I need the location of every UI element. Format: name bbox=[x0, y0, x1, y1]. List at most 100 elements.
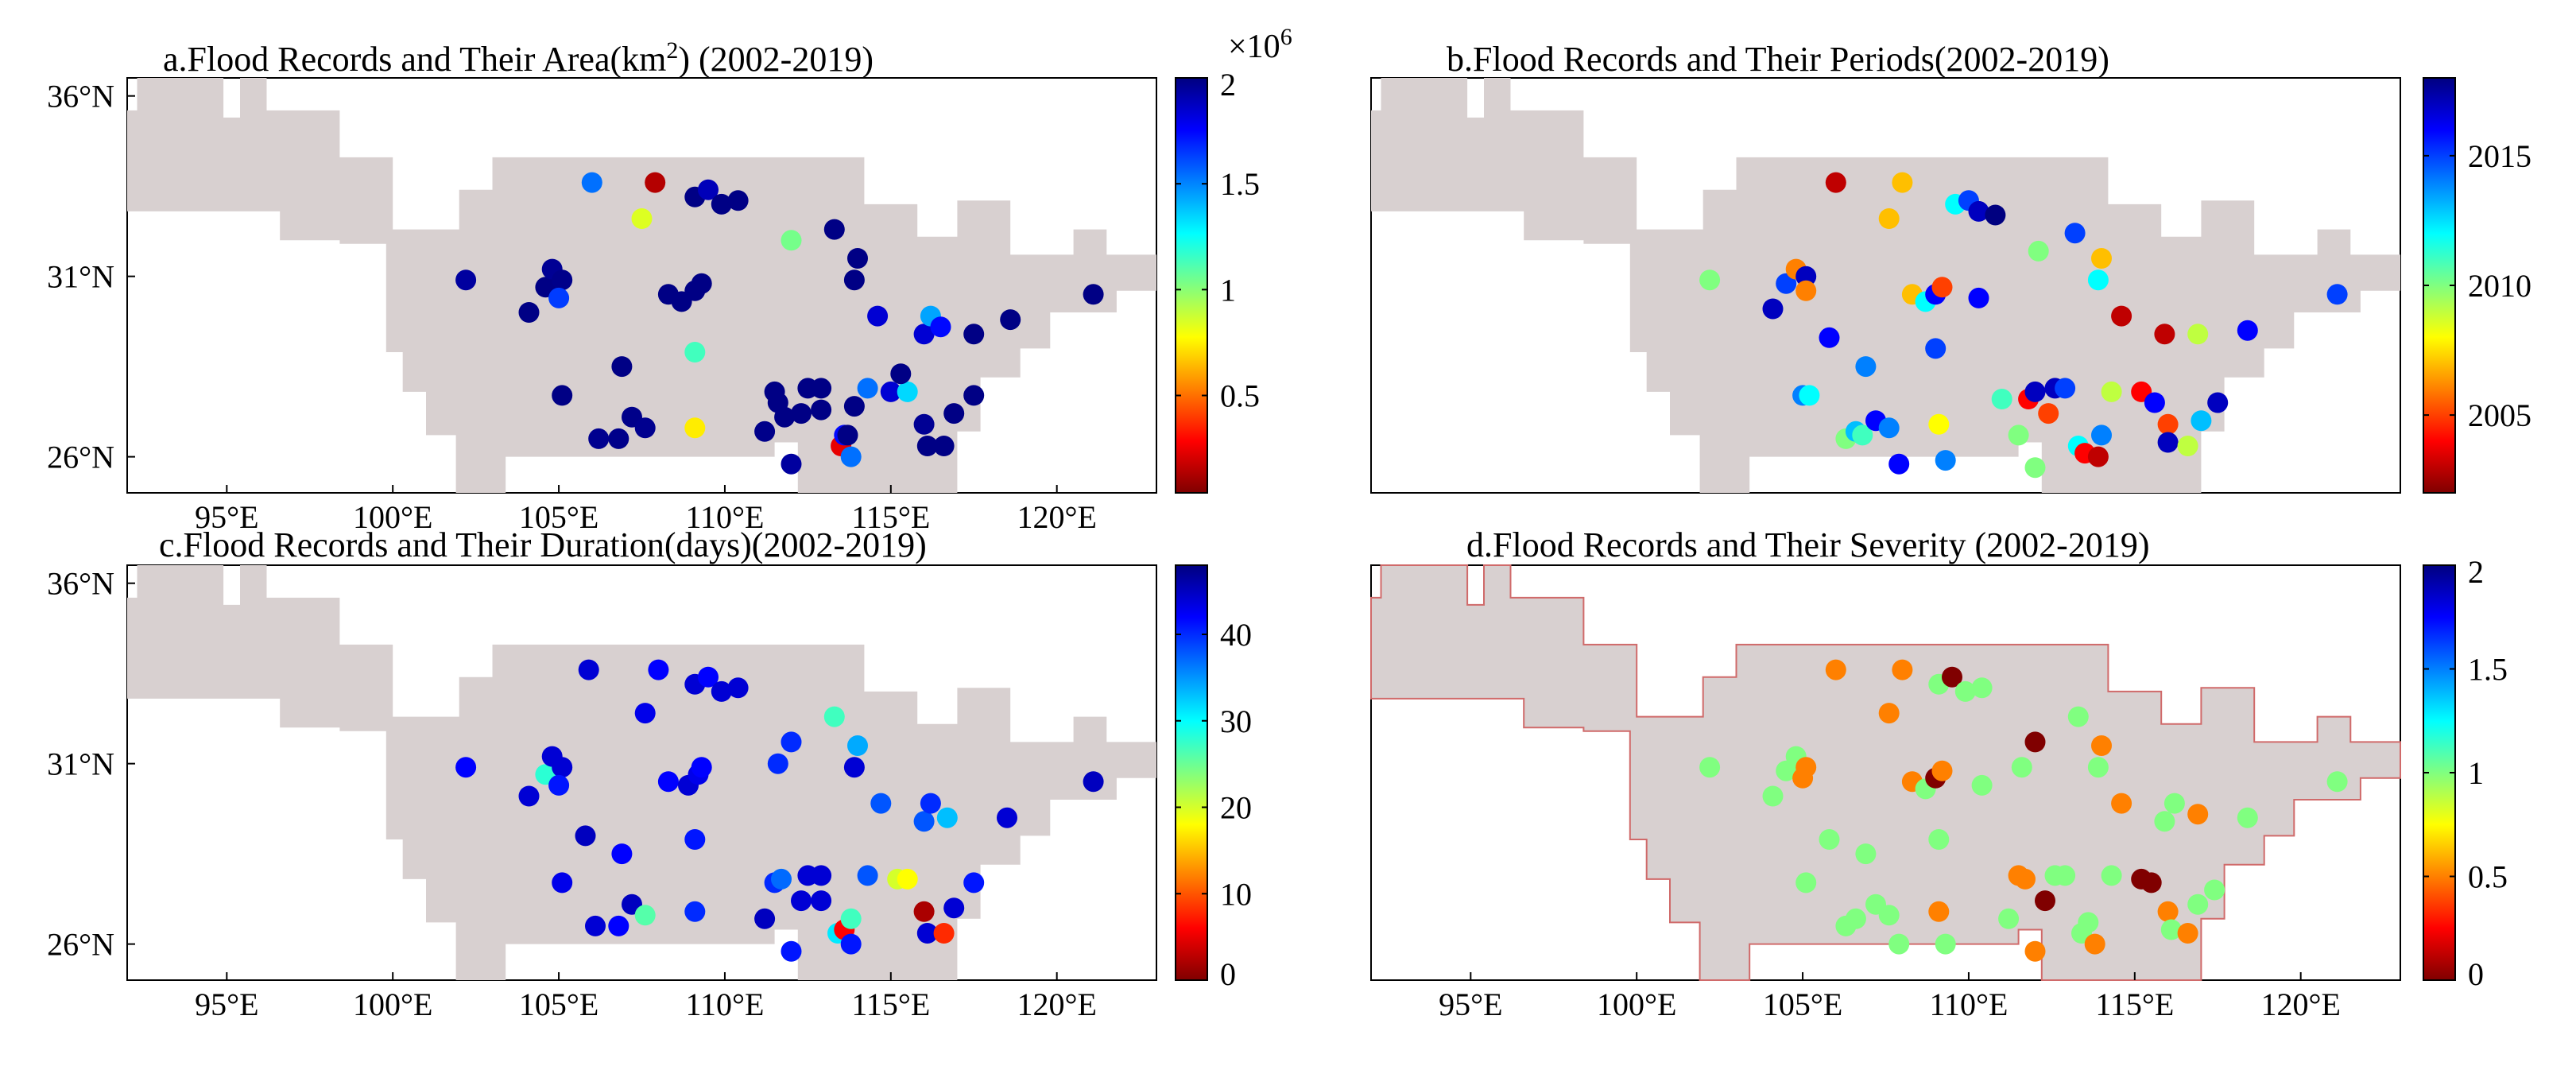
flood-record-point bbox=[1892, 172, 1913, 193]
flood-record-point bbox=[2204, 879, 2225, 901]
colorbar-tick-label: 0 bbox=[1220, 956, 1236, 992]
flood-record-point bbox=[837, 424, 858, 446]
flood-record-point bbox=[1968, 287, 1989, 308]
panel-c-title: c.Flood Records and Their Duration(days)… bbox=[159, 525, 927, 564]
flood-record-point bbox=[711, 193, 732, 215]
flood-record-point bbox=[611, 356, 633, 378]
flood-record-point bbox=[1792, 767, 1814, 789]
flood-record-point bbox=[1928, 901, 1950, 922]
flood-record-point bbox=[1083, 284, 1104, 305]
flood-record-point bbox=[2101, 381, 2122, 402]
flood-record-point bbox=[608, 915, 629, 936]
flood-record-point bbox=[2028, 240, 2049, 262]
panel-b-colorbar-ticks: 2005 2010 2015 bbox=[2423, 138, 2531, 433]
flood-record-point bbox=[943, 403, 965, 424]
colorbar-tick-label: 20 bbox=[1220, 790, 1252, 826]
flood-record-point bbox=[1762, 298, 1784, 320]
flood-record-point bbox=[698, 179, 719, 200]
flood-record-point bbox=[1888, 453, 1910, 475]
flood-record-point bbox=[2191, 410, 2212, 432]
flood-record-point bbox=[2015, 868, 2036, 890]
flood-record-point bbox=[1795, 266, 1817, 287]
flood-record-point bbox=[781, 453, 802, 475]
x-tick-label: 95°E bbox=[1439, 987, 1502, 1022]
flood-record-point bbox=[916, 923, 938, 944]
x-tick-label: 95°E bbox=[195, 987, 258, 1022]
flood-record-point bbox=[585, 915, 606, 936]
x-tick-label: 120°E bbox=[1017, 499, 1096, 535]
flood-record-point bbox=[2187, 804, 2209, 825]
x-tick-label: 120°E bbox=[1017, 987, 1096, 1022]
flood-record-point bbox=[684, 901, 706, 922]
flood-record-point bbox=[1985, 204, 2006, 226]
flood-record-point bbox=[913, 324, 935, 345]
flood-record-point bbox=[2237, 320, 2258, 341]
x-tick-label: 105°E bbox=[1763, 987, 1842, 1022]
flood-record-point bbox=[1935, 450, 1956, 471]
flood-record-point bbox=[518, 785, 540, 807]
flood-record-point bbox=[823, 219, 845, 240]
flood-record-point bbox=[1928, 829, 1950, 850]
flood-record-point bbox=[2144, 392, 2165, 413]
flood-record-point bbox=[552, 269, 573, 291]
flood-record-point bbox=[2067, 706, 2089, 727]
panel-a-x-ticks: 95°E 100°E 105°E 110°E 115°E 120°E bbox=[195, 485, 1097, 535]
x-tick-label: 105°E bbox=[519, 499, 598, 535]
flood-record-point bbox=[2157, 901, 2179, 922]
y-tick-label: 31°N bbox=[47, 746, 114, 782]
flood-record-point bbox=[2207, 392, 2229, 413]
flood-record-point bbox=[575, 825, 596, 847]
flood-record-point bbox=[684, 417, 706, 439]
flood-record-point bbox=[2111, 305, 2132, 327]
flood-record-point bbox=[2087, 269, 2109, 291]
flood-record-point bbox=[943, 897, 965, 919]
colorbar-tick-label: 0.5 bbox=[2468, 859, 2508, 895]
flood-record-point bbox=[843, 757, 865, 778]
flood-record-point bbox=[1878, 417, 1900, 439]
flood-record-point bbox=[2091, 424, 2112, 446]
flood-record-point bbox=[997, 807, 1017, 828]
flood-record-point bbox=[963, 872, 985, 894]
flood-record-point bbox=[691, 757, 712, 778]
flood-record-point bbox=[1878, 703, 1900, 724]
x-tick-label: 110°E bbox=[685, 987, 764, 1022]
x-tick-label: 100°E bbox=[353, 499, 432, 535]
flood-record-point bbox=[588, 428, 610, 449]
flood-record-point bbox=[847, 248, 868, 269]
flood-record-point bbox=[648, 659, 669, 680]
flood-record-point bbox=[552, 385, 573, 406]
flood-record-point bbox=[913, 901, 935, 922]
flood-record-point bbox=[634, 703, 656, 724]
flood-record-point bbox=[2237, 807, 2258, 828]
flood-record-point bbox=[1931, 760, 1953, 781]
flood-record-point bbox=[1998, 908, 2020, 929]
flood-record-point bbox=[2078, 912, 2099, 933]
flood-record-point bbox=[2157, 432, 2179, 453]
flood-record-point bbox=[634, 417, 656, 439]
colorbar-tick-label: 2005 bbox=[2468, 397, 2531, 433]
flood-record-point bbox=[1892, 659, 1913, 680]
flood-record-point bbox=[1762, 785, 1784, 807]
flood-record-point bbox=[634, 905, 656, 926]
x-tick-label: 105°E bbox=[519, 987, 598, 1022]
panel-d: d.Flood Records and Their Severity (2002… bbox=[1370, 525, 2508, 1022]
flood-record-point bbox=[1931, 277, 1953, 298]
flood-record-point bbox=[611, 843, 633, 865]
flood-record-point bbox=[857, 865, 878, 886]
flood-record-point bbox=[1852, 424, 1873, 446]
flood-record-point bbox=[2024, 940, 2046, 962]
y-tick-label: 26°N bbox=[47, 440, 114, 475]
flood-record-point bbox=[2326, 771, 2348, 793]
flood-record-point bbox=[890, 363, 912, 385]
flood-record-point bbox=[920, 793, 941, 814]
flood-record-point bbox=[548, 287, 570, 308]
flood-record-point bbox=[698, 666, 719, 688]
flood-record-point bbox=[781, 940, 802, 962]
flood-record-point bbox=[455, 757, 477, 778]
flood-record-point bbox=[1776, 273, 1797, 294]
flood-record-point bbox=[684, 342, 706, 362]
flood-record-point bbox=[880, 381, 901, 402]
panel-b-points bbox=[1699, 172, 2348, 479]
flood-record-point bbox=[552, 872, 573, 894]
